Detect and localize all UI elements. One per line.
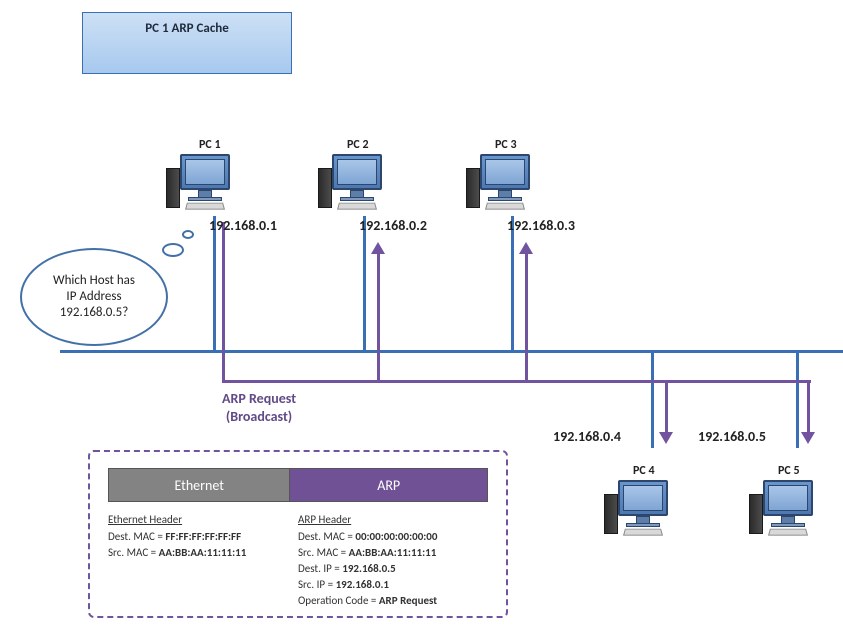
arp-segment [665,380,668,432]
field-title: Ethernet Header [108,512,182,528]
ip-address-label: 192.168.0.5 [698,428,766,445]
bus-drop [363,216,366,350]
field-line: Dest. IP = 192.168.0.5 [298,561,488,577]
arp-segment [525,252,528,380]
pc-label: PC 2 [347,138,369,152]
arrow-up-icon [519,242,533,254]
speech-text: Which Host hasIP Address192.168.0.5? [53,273,135,322]
packet-header-bar: Ethernet ARP [108,468,488,502]
arp-request-label: ARP Request(Broadcast) [222,390,296,425]
speech-bubble-tail [162,243,184,257]
computer-icon [316,154,388,214]
ethernet-header-col: Ethernet HeaderDest. MAC = FF:FF:FF:FF:F… [108,512,298,609]
arrow-up-icon [371,242,385,254]
pc-label: PC 5 [778,464,800,478]
pc-label: PC 1 [199,138,221,152]
field-title: ARP Header [298,512,351,528]
field-line: Operation Code = ARP Request [298,593,488,609]
arp-cell: ARP [290,469,487,501]
bus-drop [651,350,654,448]
field-line: Dest. MAC = FF:FF:FF:FF:FF:FF [108,529,298,545]
field-line: Dest. MAC = 00:00:00:00:00:00 [298,529,488,545]
ip-address-label: 192.168.0.4 [553,428,621,445]
packet-detail-box: Ethernet ARP Ethernet HeaderDest. MAC = … [88,450,508,618]
bus-drop [511,216,514,350]
ip-address-label: 192.168.0.3 [507,217,575,234]
speech-bubble: Which Host hasIP Address192.168.0.5? [20,248,168,346]
computer-icon [164,154,236,214]
arp-segment [807,380,810,432]
computer-icon [464,154,536,214]
pc-label: PC 3 [495,138,517,152]
field-line: Src. MAC = AA:BB:AA:11:11:11 [108,545,298,561]
arp-segment [222,380,811,383]
arp-header-col: ARP HeaderDest. MAC = 00:00:00:00:00:00S… [298,512,488,609]
arp-cache-title: PC 1 ARP Cache [145,21,229,36]
ip-address-label: 192.168.0.1 [209,217,277,234]
computer-icon [602,480,674,540]
packet-fields: Ethernet HeaderDest. MAC = FF:FF:FF:FF:F… [108,512,488,609]
computer-icon [747,480,819,540]
bus-drop [213,216,216,350]
ip-address-label: 192.168.0.2 [359,217,427,234]
bus-main [60,350,843,353]
arp-segment [222,222,225,380]
pc-label: PC 4 [633,464,655,478]
arp-segment [377,252,380,380]
field-line: Src. IP = 192.168.0.1 [298,577,488,593]
speech-bubble-tail [182,230,194,239]
bus-drop [796,350,799,448]
field-line: Src. MAC = AA:BB:AA:11:11:11 [298,545,488,561]
arp-cache-box: PC 1 ARP Cache [82,12,292,74]
ethernet-cell: Ethernet [109,469,290,501]
arrow-down-icon [801,432,815,444]
arrow-down-icon [659,432,673,444]
